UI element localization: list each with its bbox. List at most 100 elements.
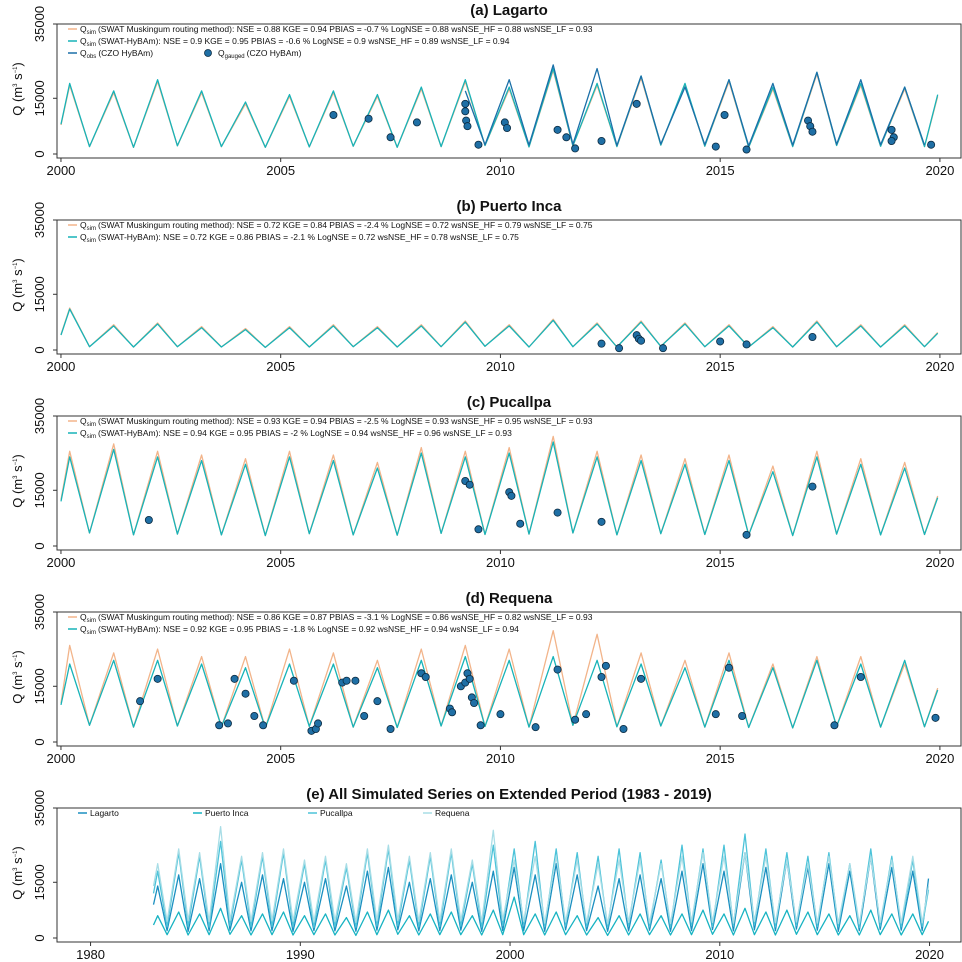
y-label-part: ) <box>10 650 25 654</box>
legend-symbol: Q <box>80 428 87 438</box>
gauged-point <box>507 491 516 500</box>
gauged-point <box>461 107 470 116</box>
y-label-superscript: −1 <box>13 850 19 858</box>
legend-label: Requena <box>435 808 470 818</box>
y-label-superscript: −1 <box>13 458 19 466</box>
gauged-point <box>496 710 505 719</box>
legend-label: Pucallpa <box>320 808 353 818</box>
legend-name: (SWAT-HyBAm): NSE = 0.9 KGE = 0.95 PBIAS… <box>98 36 510 46</box>
gauged-point <box>474 140 483 149</box>
legend-label: Qobs (CZO HyBAm) <box>80 48 153 60</box>
y-tick-label: 15000 <box>32 80 47 116</box>
legend-name: (CZO HyBAm) <box>98 48 153 58</box>
gauged-point <box>448 708 457 717</box>
y-label-superscript: 3 <box>13 475 19 479</box>
legend-subscript: sim <box>87 630 96 636</box>
y-label-part: Q (m <box>10 871 25 900</box>
y-tick-label: 0 <box>32 346 47 353</box>
y-label-superscript: 3 <box>13 867 19 871</box>
panel: (d) Requena Q (m3 s−1) 0 15000 35000 2000 2005… <box>10 590 962 766</box>
gauged-point <box>241 689 250 698</box>
gauged-point <box>808 127 817 136</box>
legend-subscript: sim <box>87 434 96 440</box>
legend-label: Qsim (SWAT-HyBAm): NSE = 0.92 KGE = 0.95 … <box>80 624 519 636</box>
gauged-point <box>230 674 239 683</box>
legend-label: Qsim (SWAT-HyBAm): NSE = 0.72 KGE = 0.86 … <box>80 232 519 244</box>
panel: (a) Lagarto Q (m3 s−1) 0 15000 35000 2000 2005… <box>10 2 962 178</box>
gauged-point <box>742 340 751 349</box>
series-line <box>152 851 930 932</box>
gauged-point <box>531 723 540 732</box>
panel: (c) Pucallpa Q (m3 s−1) 0 15000 35000 2000 200… <box>10 394 962 570</box>
gauged-point <box>351 676 360 685</box>
gauged-point <box>887 125 896 134</box>
series-line <box>60 69 939 148</box>
legend-name: (SWAT-HyBAm): NSE = 0.94 KGE = 0.95 PBIA… <box>98 428 512 438</box>
gauged-point <box>329 111 338 120</box>
y-label-superscript: −1 <box>13 262 19 270</box>
y-tick-label: 35000 <box>32 398 47 434</box>
y-label-superscript: 3 <box>13 279 19 283</box>
gauged-point <box>476 721 485 730</box>
y-label-part: ) <box>10 846 25 850</box>
plot-frame <box>56 415 962 551</box>
panel-title: (b) Puerto Inca <box>456 198 562 215</box>
gauged-point <box>516 519 525 528</box>
legend-subscript: obs <box>87 54 97 60</box>
x-tick-label: 2020 <box>925 751 954 766</box>
gauged-point <box>373 697 382 706</box>
gauged-point <box>808 482 817 491</box>
y-axis-label: Q (m3 s−1) <box>10 62 25 116</box>
series-line <box>152 825 930 925</box>
x-tick-label: 2000 <box>46 555 75 570</box>
legend-label: Qsim (SWAT Muskingum routing method): NSE… <box>80 612 593 624</box>
gauged-point <box>597 136 606 145</box>
gauged-point <box>553 125 562 134</box>
series-line <box>60 655 939 729</box>
legend-symbol: Q <box>80 612 87 622</box>
series-line <box>60 308 939 349</box>
y-label-superscript: −1 <box>13 654 19 662</box>
legend-symbol: Q <box>80 232 87 242</box>
legend-name: Pucallpa <box>320 808 353 818</box>
gauged-point <box>738 712 747 721</box>
gauged-point <box>808 332 817 341</box>
legend-subscript: sim <box>87 42 96 48</box>
x-tick-label: 1980 <box>76 947 105 962</box>
gauged-point <box>364 114 373 123</box>
legend-label: Qsim (SWAT-HyBAm): NSE = 0.9 KGE = 0.95 P… <box>80 36 510 48</box>
legend-subscript: sim <box>87 30 96 36</box>
y-label-part: ) <box>10 62 25 66</box>
legend-name: (SWAT Muskingum routing method): NSE = 0… <box>98 24 593 34</box>
gauged-point <box>360 712 369 721</box>
y-label-part: s <box>10 661 25 672</box>
series-line <box>464 64 926 147</box>
y-tick-label: 35000 <box>32 6 47 42</box>
gauged-point <box>259 721 268 730</box>
gauged-point <box>830 721 839 730</box>
y-label-part: Q (m <box>10 283 25 312</box>
x-tick-label: 2000 <box>46 751 75 766</box>
gauged-point <box>136 697 145 706</box>
y-label-part: Q (m <box>10 87 25 116</box>
y-axis-label: Q (m3 s−1) <box>10 454 25 508</box>
panel-title: (c) Pucallpa <box>467 394 552 411</box>
x-tick-label: 2000 <box>46 163 75 178</box>
gauged-point <box>562 133 571 142</box>
series-line <box>60 307 939 349</box>
legend-label: Puerto Inca <box>205 808 249 818</box>
x-tick-label: 2010 <box>705 947 734 962</box>
legend-symbol: Q <box>80 416 87 426</box>
gauged-point <box>615 344 624 353</box>
gauged-point <box>461 99 470 108</box>
gauged-point <box>637 674 646 683</box>
gauged-point <box>597 673 606 682</box>
plot-frame <box>56 219 962 355</box>
legend-name: (SWAT-HyBAm): NSE = 0.72 KGE = 0.86 PBIA… <box>98 232 519 242</box>
gauged-point <box>716 337 725 346</box>
x-tick-label: 2015 <box>706 163 735 178</box>
legend-label: Lagarto <box>90 808 119 818</box>
legend-label: Qsim (SWAT-HyBAm): NSE = 0.94 KGE = 0.95 … <box>80 428 512 440</box>
